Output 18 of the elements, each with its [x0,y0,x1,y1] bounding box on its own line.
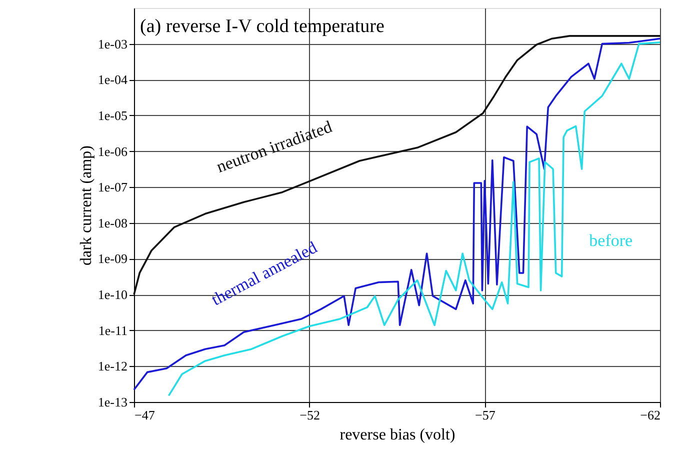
y-tick-label: 1e-13 [98,394,128,410]
y-tick-label: 1e-05 [98,108,128,123]
y-tick-label: 1e-07 [98,180,128,195]
series-label: before [589,230,633,250]
y-tick-label: 1e-03 [98,36,128,52]
y-tick-label: 1e-10 [98,287,128,302]
y-tick-label: 1e-08 [98,215,128,230]
x-tick-label: −57 [474,408,496,422]
y-tick-label: 1e-09 [98,251,128,266]
y-axis-title: dark current (amp) [78,146,95,266]
y-tick-label: 1e-12 [98,358,128,374]
y-tick-label: 1e-04 [98,72,128,88]
x-tick-label: −62 [640,408,660,422]
y-tick-label: 1e-11 [98,322,128,338]
y-tick-label: 1e-06 [98,144,128,159]
x-axis-title: reverse bias (volt) [340,426,456,444]
x-tick-label: −52 [300,408,320,422]
x-tick-label: −47 [134,408,156,422]
